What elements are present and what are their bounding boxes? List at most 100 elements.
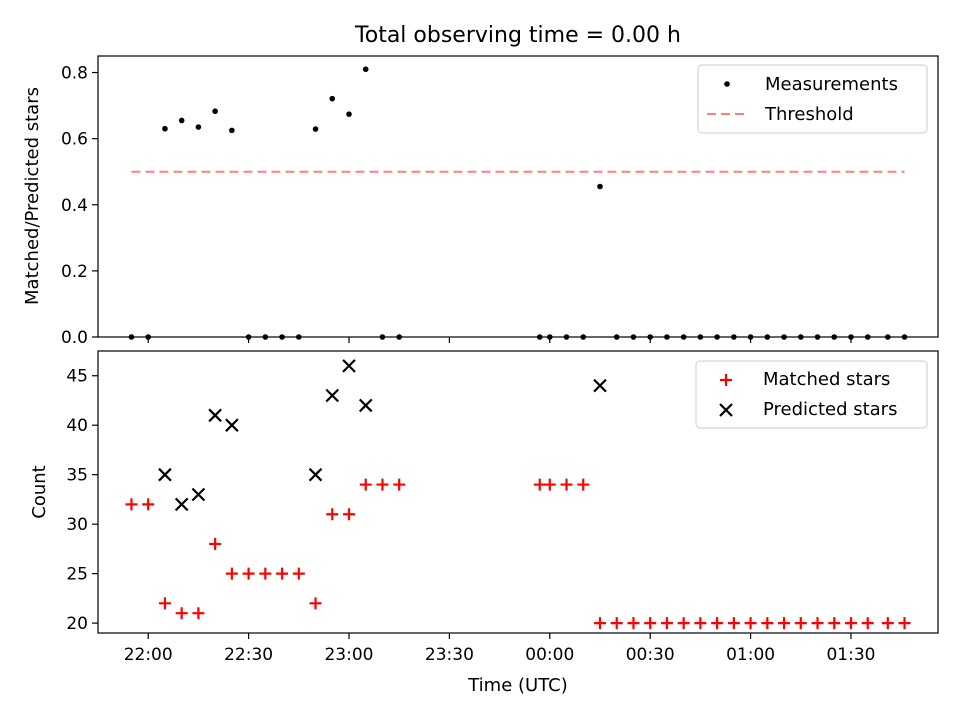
matched-star-point: [677, 617, 690, 630]
matched-star-point: [276, 567, 289, 580]
count-plot-area: [125, 359, 911, 630]
ratio-panel: 0.00.20.40.60.8 Matched/Predicted stars …: [22, 55, 939, 348]
count-legend: Matched stars Predicted stars: [695, 360, 928, 429]
predicted-star-point: [342, 359, 356, 373]
legend-marker-predicted-stars: [719, 403, 733, 417]
predicted-star-point: [174, 497, 189, 512]
ratio-legend-box: [697, 64, 928, 134]
matched-star-point: [209, 537, 222, 550]
count-y-tick-label: 35: [66, 466, 88, 486]
matched-star-point: [175, 607, 188, 620]
matched-star-point: [627, 617, 640, 630]
matched-star-point: [811, 617, 824, 630]
x-tick-label: 23:30: [425, 645, 474, 665]
matched-star-point: [744, 617, 757, 630]
chart-title: Total observing time = 0.00 h: [354, 23, 681, 48]
count-legend-box: [695, 360, 928, 429]
predicted-star-point: [308, 467, 323, 482]
x-axis-label: Time (UTC): [467, 675, 568, 696]
legend-label-measurements: Measurements: [765, 74, 898, 95]
matched-star-point: [292, 567, 305, 580]
ratio-y-tick-label: 0.8: [61, 64, 88, 84]
matched-star-point: [644, 617, 657, 630]
predicted-star-point: [593, 378, 607, 393]
count-y-tick-label: 30: [66, 515, 88, 535]
predicted-star-point: [225, 418, 239, 432]
matched-star-point: [225, 567, 238, 580]
ratio-y-tick-label: 0.2: [61, 262, 88, 282]
predicted-star-point: [191, 487, 206, 502]
x-tick-label: 22:30: [224, 645, 273, 665]
ratio-legend: Measurements Threshold: [697, 64, 928, 134]
ratio-y-tick-label: 0.4: [61, 196, 88, 216]
legend-marker-measurements: [724, 81, 730, 87]
measurement-point: [195, 124, 202, 130]
predicted-star-point: [208, 408, 222, 423]
matched-star-point: [125, 498, 138, 511]
x-tick-label: 23:00: [324, 645, 373, 665]
count-y-ticks: 20 25 30 35 40 45: [66, 367, 98, 634]
x-tick-label: 01:30: [826, 645, 875, 665]
measurement-point: [329, 95, 336, 102]
matched-star-point: [828, 617, 841, 630]
predicted-star-point: [358, 398, 373, 413]
matched-star-point: [881, 617, 894, 630]
measurement-point: [212, 108, 218, 115]
count-y-tick-label: 20: [66, 614, 88, 634]
count-x-ticks: 22:00 22:30 23:00 23:30 00:00 00:30 01:00 01:30: [124, 633, 875, 665]
count-panel: 20 25 30 35 40 45 22:00 22:30 23:00 23:30 00:00 00…: [29, 350, 939, 696]
measurement-point: [346, 111, 352, 117]
matched-star-point: [259, 567, 272, 580]
matched-star-point: [898, 617, 911, 630]
measurement-point: [162, 125, 168, 132]
matched-star-point: [533, 478, 546, 491]
matched-star-point: [192, 607, 205, 620]
matched-star-point: [610, 617, 623, 630]
ratio-y-axis-label: Matched/Predicted stars: [22, 87, 43, 305]
matched-star-point: [778, 617, 791, 630]
matched-star-point: [861, 617, 874, 630]
count-y-tick-label: 25: [66, 565, 88, 585]
matched-star-point: [727, 617, 740, 630]
legend-label-matched-stars: Matched stars: [763, 369, 890, 390]
matched-star-point: [309, 597, 322, 610]
predicted-star-point: [158, 467, 172, 482]
ratio-y-tick-label: 0.6: [61, 130, 88, 150]
matched-star-point: [577, 478, 590, 491]
x-tick-label: 00:00: [525, 645, 574, 665]
measurement-point: [597, 183, 603, 190]
matched-star-point: [844, 617, 857, 630]
matched-star-point: [393, 478, 406, 491]
measurement-point: [229, 127, 235, 134]
ratio-axes-frame: [97, 55, 939, 338]
matched-star-point: [711, 617, 724, 630]
matched-star-point: [543, 478, 556, 491]
measurement-point: [178, 117, 185, 124]
x-tick-label: 00:30: [626, 645, 675, 665]
count-y-tick-label: 45: [66, 367, 88, 387]
matched-star-point: [593, 617, 606, 630]
legend-label-threshold: Threshold: [764, 104, 854, 125]
predicted-star-point: [325, 388, 340, 403]
matched-star-point: [359, 478, 372, 491]
matched-star-point: [794, 617, 807, 630]
measurement-point: [312, 126, 319, 132]
matched-star-point: [158, 597, 171, 610]
matched-star-point: [142, 498, 155, 511]
matched-star-point: [694, 617, 707, 630]
matched-star-point: [761, 617, 774, 630]
legend-label-predicted-stars: Predicted stars: [763, 399, 897, 420]
matched-star-point: [342, 508, 355, 521]
count-axes-frame: [97, 350, 939, 634]
ratio-y-ticks: 0.0 0.2 0.4 0.6 0.8: [61, 64, 98, 348]
matched-star-point: [660, 617, 673, 630]
ratio-y-tick-label: 0.0: [61, 328, 88, 348]
matched-star-point: [326, 508, 339, 521]
measurement-point: [362, 66, 369, 73]
x-tick-label: 01:00: [726, 645, 775, 665]
count-y-axis-label: Count: [29, 465, 50, 518]
matched-star-point: [560, 478, 573, 491]
count-y-tick-label: 40: [66, 416, 88, 436]
matched-star-point: [242, 567, 255, 580]
